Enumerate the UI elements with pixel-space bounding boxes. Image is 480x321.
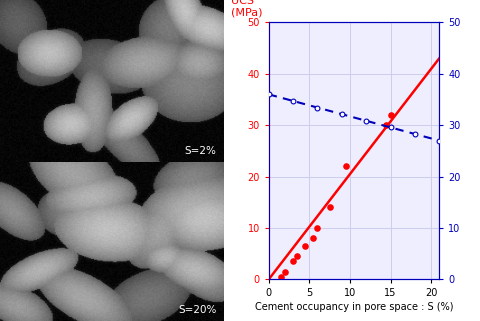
Point — [338, 112, 346, 117]
Point — [387, 112, 395, 117]
Point — [310, 236, 317, 241]
X-axis label: Cement occupancy in pore space : S (%): Cement occupancy in pore space : S (%) — [255, 302, 453, 312]
Point — [281, 269, 289, 274]
Point — [301, 243, 309, 248]
Text: UCS
(MPa): UCS (MPa) — [231, 0, 263, 17]
Text: S=2%: S=2% — [185, 146, 216, 156]
Point — [326, 205, 334, 210]
Point — [313, 225, 321, 230]
Point — [289, 259, 297, 264]
Text: S=20%: S=20% — [178, 305, 216, 315]
Point — [277, 274, 285, 279]
Point — [289, 99, 297, 104]
Point — [435, 138, 443, 143]
Point — [342, 164, 350, 169]
Point — [362, 118, 370, 123]
Point — [313, 105, 321, 110]
Point — [411, 131, 419, 136]
Point — [265, 92, 273, 97]
Point — [387, 125, 395, 130]
Point — [293, 254, 301, 259]
Point — [383, 123, 390, 128]
